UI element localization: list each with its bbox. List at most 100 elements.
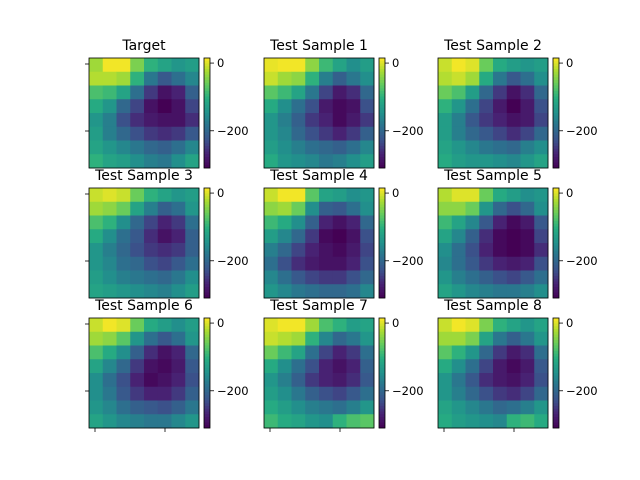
colorbar-segment	[204, 419, 210, 423]
heatmap-cell	[360, 71, 375, 86]
colorbar-segment	[379, 154, 385, 158]
colorbar-segment	[379, 240, 385, 244]
colorbar-segment	[204, 422, 210, 426]
heatmap-cell	[171, 284, 186, 299]
heatmap-cell	[451, 201, 466, 216]
heatmap-cell	[157, 85, 172, 100]
heatmap-cell	[332, 400, 347, 415]
colorbar-tick-label: 0	[392, 316, 399, 330]
colorbar-segment	[379, 207, 385, 211]
heatmap-cell	[346, 270, 361, 285]
heatmap-cell	[479, 373, 494, 388]
heatmap-cell	[506, 154, 521, 169]
colorbar-segment	[204, 113, 210, 117]
colorbar-segment	[553, 80, 559, 84]
colorbar-segment	[379, 107, 385, 111]
heatmap-cell	[305, 284, 320, 299]
heatmap-cell	[451, 154, 466, 169]
colorbar-segment	[379, 320, 385, 324]
colorbar-segment	[553, 326, 559, 330]
colorbar-segment	[379, 113, 385, 117]
heatmap-cell	[346, 85, 361, 100]
heatmap-cell	[102, 414, 117, 429]
heatmap-cell	[360, 154, 375, 169]
heatmap-cell	[346, 201, 361, 216]
heatmap-cell	[185, 140, 200, 155]
heatmap-cell	[479, 270, 494, 285]
heatmap-cell	[305, 414, 320, 429]
colorbar-segment	[553, 397, 559, 401]
heatmap-cell	[332, 229, 347, 244]
heatmap-cell	[116, 58, 131, 73]
heatmap-cell	[144, 359, 159, 374]
heatmap-cell	[479, 201, 494, 216]
colorbar-segment	[204, 245, 210, 249]
colorbar-segment	[379, 88, 385, 92]
heatmap-cell	[506, 188, 521, 203]
heatmap-cell	[264, 201, 279, 216]
heatmap-cell	[451, 71, 466, 86]
heatmap-cell	[264, 318, 279, 333]
colorbar-segment	[553, 196, 559, 200]
colorbar-segment	[553, 281, 559, 285]
heatmap-cell	[185, 85, 200, 100]
colorbar-segment	[379, 411, 385, 415]
colorbar-segment	[379, 245, 385, 249]
heatmap-cell	[305, 154, 320, 169]
colorbar-segment	[553, 340, 559, 344]
heatmap-cell	[130, 359, 145, 374]
heatmap-panel-1: Target 0 −200	[85, 38, 249, 169]
colorbar-segment	[379, 221, 385, 225]
heatmap-cell	[144, 345, 159, 360]
heatmap-cell	[534, 85, 549, 100]
colorbar-segment	[379, 121, 385, 125]
heatmap-cell	[185, 345, 200, 360]
colorbar-segment	[553, 207, 559, 211]
colorbar-segment	[204, 408, 210, 412]
heatmap-panel-9: Test Sample 8 0 −200	[437, 298, 598, 432]
colorbar-segment	[204, 223, 210, 227]
colorbar-segment	[553, 417, 559, 421]
heatmap-cell	[171, 318, 186, 333]
colorbar-segment	[204, 342, 210, 346]
colorbar-segment	[553, 77, 559, 81]
colorbar-segment	[379, 243, 385, 247]
colorbar-segment	[204, 162, 210, 166]
colorbar-segment	[204, 386, 210, 390]
heatmap-cell	[171, 201, 186, 216]
colorbar-segment	[204, 326, 210, 330]
heatmap-cell	[157, 359, 172, 374]
colorbar-segment	[553, 254, 559, 258]
colorbar-segment	[204, 276, 210, 280]
colorbar-segment	[553, 204, 559, 208]
colorbar-segment	[553, 157, 559, 161]
heatmap-cell	[144, 58, 159, 73]
colorbar-segment	[553, 318, 559, 322]
heatmap-cell	[185, 71, 200, 86]
colorbar-segment	[379, 162, 385, 166]
colorbar-segment	[379, 146, 385, 150]
heatmap-cell	[360, 85, 375, 100]
colorbar-segment	[204, 340, 210, 344]
colorbar-segment	[379, 212, 385, 216]
colorbar-segment	[204, 320, 210, 324]
heatmap-cell	[116, 386, 131, 401]
colorbar-segment	[204, 190, 210, 194]
colorbar-segment	[553, 146, 559, 150]
colorbar-segment	[379, 281, 385, 285]
heatmap-cell	[264, 345, 279, 360]
heatmap-cell	[520, 126, 535, 141]
heatmap-cell	[479, 400, 494, 415]
heatmap-cell	[277, 99, 292, 114]
heatmap-cell	[305, 215, 320, 230]
heatmap-cell	[157, 256, 172, 271]
heatmap-cell	[346, 284, 361, 299]
colorbar-segment	[379, 140, 385, 144]
colorbar-segment	[204, 351, 210, 355]
heatmap-cell	[346, 331, 361, 346]
colorbar-segment	[553, 212, 559, 216]
heatmap-cell	[291, 270, 306, 285]
heatmap-cell	[534, 359, 549, 374]
heatmap-cell	[534, 71, 549, 86]
colorbar-segment	[553, 408, 559, 412]
